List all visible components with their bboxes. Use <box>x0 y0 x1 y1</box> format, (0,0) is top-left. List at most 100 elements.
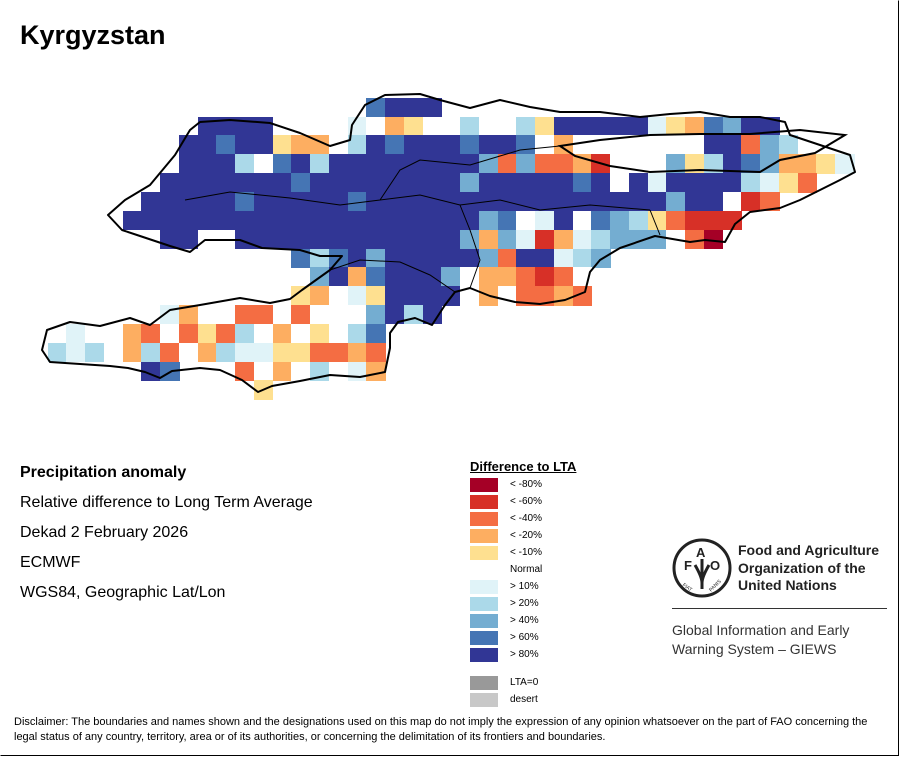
grid-cell <box>535 154 555 174</box>
grid-cell <box>685 229 705 250</box>
grid-cell <box>366 361 386 382</box>
grid-cell <box>628 173 649 193</box>
grid-cell <box>347 267 368 287</box>
grid-cell <box>291 361 311 382</box>
grid-cell <box>403 154 424 174</box>
grid-cell <box>385 305 405 325</box>
grid-cell <box>403 116 424 136</box>
grid-cell <box>291 229 311 250</box>
grid-cell <box>403 135 424 155</box>
grid-cell <box>216 154 236 174</box>
fao-org-name: Food and Agriculture Organization of the… <box>738 542 879 595</box>
grid-cell <box>610 229 630 250</box>
grid-cell <box>122 323 143 344</box>
grid-cell <box>816 154 836 174</box>
grid-cell <box>535 173 555 193</box>
grid-cell <box>291 323 311 344</box>
grid-cell <box>441 154 461 174</box>
grid-cell <box>178 229 199 250</box>
grid-cell <box>610 191 630 212</box>
grid-cell <box>347 342 368 363</box>
grid-cell <box>216 210 236 231</box>
legend-label: Normal <box>510 564 543 575</box>
grid-cell <box>366 267 386 287</box>
grid-cell <box>497 248 518 268</box>
grid-cell <box>197 173 218 193</box>
grid-cell <box>516 173 536 193</box>
grid-cell <box>385 267 405 287</box>
grid-cell <box>422 210 443 231</box>
grid-cell <box>666 173 686 193</box>
grid-cell <box>160 342 180 363</box>
grid-cell <box>553 248 574 268</box>
grid-cell <box>441 173 461 193</box>
grid-cell <box>366 116 386 136</box>
country-outline <box>41 93 856 393</box>
grid-cell <box>647 116 668 136</box>
grid-cell <box>703 173 724 193</box>
grid-cell <box>310 323 330 344</box>
grid-cell <box>797 173 818 193</box>
grid-cell <box>347 229 368 250</box>
grid-cell <box>460 135 480 155</box>
grid-cell <box>291 248 311 268</box>
legend-label: > 40% <box>510 615 539 626</box>
info-heading: Precipitation anomaly <box>20 464 187 481</box>
grid-cell <box>460 210 480 231</box>
grid-cell <box>591 210 611 231</box>
grid-cell <box>553 267 574 287</box>
grid-cell <box>685 154 705 174</box>
grid-cell <box>385 154 405 174</box>
giews-line-2: Warning System – GIEWS <box>672 641 837 657</box>
grid-cell <box>310 248 330 268</box>
grid-cell <box>347 305 368 325</box>
grid-cell <box>497 116 518 136</box>
grid-cell <box>628 210 649 231</box>
grid-cell <box>310 305 330 325</box>
grid-cell <box>253 154 274 174</box>
grid-cell <box>497 267 518 287</box>
legend-label: > 60% <box>510 632 539 643</box>
grid-cell <box>497 173 518 193</box>
grid-cell <box>610 210 630 231</box>
grid-cell <box>347 116 368 136</box>
legend-label: > 20% <box>510 598 539 609</box>
grid-cell <box>235 191 255 212</box>
grid-cell <box>535 229 555 250</box>
grid-cell <box>366 173 386 193</box>
svg-text:A: A <box>696 545 706 560</box>
grid-cell <box>422 305 443 325</box>
grid-cell <box>216 342 236 363</box>
grid-cell <box>328 229 349 250</box>
legend-swatch <box>470 546 498 560</box>
grid-cell <box>722 135 743 155</box>
grid-cell <box>272 135 293 155</box>
grid-cell <box>572 248 593 268</box>
grid-cell <box>760 191 780 212</box>
grid-cell <box>141 210 161 231</box>
grid-cell <box>328 286 349 306</box>
fao-org-line-1: Food and Agriculture <box>738 542 880 558</box>
legend-label: LTA=0 <box>510 677 539 688</box>
grid-cell <box>178 154 199 174</box>
grid-cell <box>703 191 724 212</box>
grid-cell <box>535 248 555 268</box>
grid-cell <box>722 173 743 193</box>
grid-cell <box>366 248 386 268</box>
grid-cell <box>235 305 255 325</box>
grid-cell <box>666 135 686 155</box>
grid-cell <box>460 248 480 268</box>
legend-title: Difference to LTA <box>470 459 577 474</box>
grid-cell <box>685 116 705 136</box>
grid-cell <box>497 210 518 231</box>
grid-cell <box>253 361 274 382</box>
grid-cell <box>272 173 293 193</box>
grid-cell <box>760 173 780 193</box>
grid-cell <box>666 116 686 136</box>
legend-swatch <box>470 580 498 594</box>
grid-cell <box>328 135 349 155</box>
grid-cell <box>385 248 405 268</box>
grid-cell <box>235 323 255 344</box>
grid-cell <box>478 248 499 268</box>
grid-cell <box>197 305 218 325</box>
